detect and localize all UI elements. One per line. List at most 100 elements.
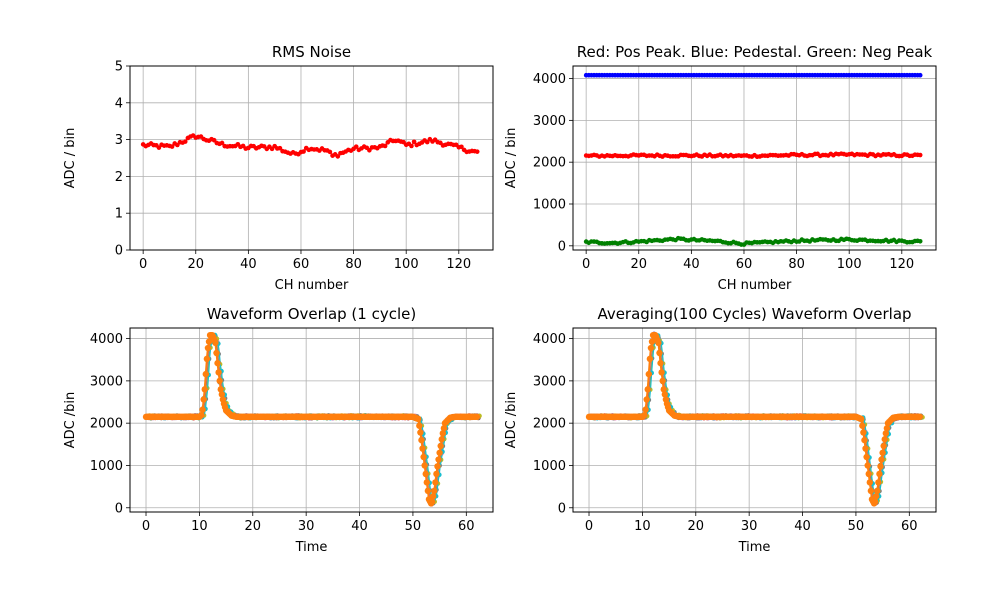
waveform-point bbox=[440, 425, 448, 432]
waveform-point bbox=[435, 456, 442, 463]
x-tick-label: 80 bbox=[345, 257, 362, 272]
x-tick-label: 0 bbox=[142, 519, 150, 534]
waveform-point bbox=[212, 339, 219, 347]
waveform-point bbox=[866, 479, 874, 486]
waveform-point bbox=[216, 377, 223, 385]
x-tick-label: 50 bbox=[405, 519, 422, 534]
waveform-point bbox=[431, 487, 438, 495]
chart-title: Waveform Overlap (1 cycle) bbox=[207, 305, 416, 323]
chart-title: Averaging(100 Cycles) Waveform Overlap bbox=[597, 305, 911, 323]
data-point bbox=[156, 145, 162, 150]
waveform-point bbox=[213, 349, 220, 357]
axes-frame bbox=[129, 327, 494, 513]
waveform-point bbox=[655, 339, 662, 347]
x-tick-label: 100 bbox=[837, 257, 862, 272]
x-tick-label: 60 bbox=[901, 519, 918, 534]
data-point bbox=[474, 149, 480, 154]
waveform-point bbox=[644, 386, 651, 393]
waveform-point bbox=[648, 338, 656, 345]
x-tick-label: 40 bbox=[794, 519, 811, 534]
data-point bbox=[382, 143, 388, 149]
waveform-point bbox=[883, 425, 891, 432]
y-tick-label: 4000 bbox=[90, 332, 123, 347]
chart-title: Red: Pos Peak. Blue: Pedestal. Green: Ne… bbox=[577, 43, 933, 61]
waveform-point bbox=[428, 498, 436, 505]
waveform-point bbox=[871, 498, 879, 505]
waveform-point bbox=[430, 493, 437, 500]
waveform-point bbox=[864, 462, 871, 469]
waveform-point bbox=[204, 344, 212, 352]
data-point bbox=[277, 145, 283, 151]
x-axis-label: Time bbox=[738, 540, 771, 555]
waveform-point bbox=[424, 487, 432, 495]
x-tick-label: 40 bbox=[683, 257, 700, 272]
x-tick-label: 0 bbox=[139, 257, 147, 272]
x-tick-label: 20 bbox=[688, 519, 705, 534]
data-point bbox=[327, 149, 333, 155]
x-tick-label: 30 bbox=[298, 519, 315, 534]
waveform-point bbox=[217, 386, 224, 393]
y-axis-label: ADC / bin bbox=[63, 128, 78, 189]
y-tick-label: 4000 bbox=[533, 72, 566, 87]
x-tick-label: 120 bbox=[889, 257, 914, 272]
waveform-point bbox=[647, 344, 655, 352]
x-tick-label: 10 bbox=[191, 519, 208, 534]
x-tick-label: 10 bbox=[634, 519, 651, 534]
waveform-point bbox=[432, 479, 439, 486]
data-point bbox=[409, 143, 414, 149]
waveform-point bbox=[867, 487, 875, 495]
x-axis-label: CH number bbox=[718, 278, 792, 293]
waveform-point bbox=[473, 413, 481, 421]
y-tick-label: 3000 bbox=[533, 114, 566, 129]
plot-area bbox=[142, 331, 482, 507]
y-tick-label: 1 bbox=[115, 207, 123, 222]
waveform-point bbox=[642, 406, 649, 413]
data-point bbox=[301, 149, 306, 154]
x-tick-label: 60 bbox=[293, 257, 310, 272]
waveform-point bbox=[436, 449, 443, 456]
y-tick-label: 1000 bbox=[90, 459, 123, 474]
y-axis-label: ADC /bin bbox=[504, 392, 519, 449]
chart-panel-2: 0 10 20 30 40 50 60 0 1000 2000 3000 4000 Waveform O… bbox=[63, 305, 494, 555]
series-line bbox=[142, 134, 478, 158]
waveform-point bbox=[421, 462, 428, 469]
y-tick-label: 2 bbox=[115, 170, 123, 185]
y-tick-label: 2000 bbox=[90, 417, 123, 432]
data-point bbox=[353, 144, 359, 149]
x-tick-label: 100 bbox=[394, 257, 419, 272]
data-point bbox=[917, 72, 923, 78]
waveform-point bbox=[659, 377, 666, 385]
waveform-point bbox=[865, 470, 872, 478]
waveform-point bbox=[879, 449, 886, 456]
waveform-point bbox=[874, 487, 881, 495]
waveform-point bbox=[875, 479, 882, 486]
waveform-point bbox=[438, 436, 445, 443]
waveform-point bbox=[876, 470, 883, 478]
x-tick-label: 20 bbox=[245, 519, 262, 534]
y-tick-label: 1000 bbox=[533, 459, 566, 474]
y-axis-label: ADC / bin bbox=[504, 128, 519, 189]
x-tick-label: 30 bbox=[741, 519, 758, 534]
waveform-point bbox=[646, 355, 654, 363]
waveform-point bbox=[877, 463, 884, 470]
waveform-point bbox=[881, 436, 888, 443]
chart-panel-1: 0 20 40 60 80 100 120 0 1000 2000 3000 4000 Red: Pos… bbox=[504, 43, 937, 293]
data-point bbox=[335, 154, 341, 159]
data-point bbox=[169, 144, 175, 149]
x-axis-label: CH number bbox=[275, 278, 349, 293]
waveform-point bbox=[859, 422, 866, 429]
y-tick-label: 4 bbox=[115, 96, 123, 111]
waveform-point bbox=[878, 456, 885, 463]
waveform-point bbox=[858, 415, 865, 423]
data-point bbox=[917, 152, 923, 158]
waveform-point bbox=[873, 493, 880, 500]
waveform-point bbox=[214, 359, 221, 367]
chart-panel-0: 0 20 40 60 80 100 120 0 1 2 3 4 5 RMS Noise CH number A… bbox=[63, 43, 494, 293]
x-tick-label: 20 bbox=[630, 257, 647, 272]
x-tick-label: 40 bbox=[240, 257, 257, 272]
y-tick-label: 5 bbox=[115, 60, 123, 75]
x-tick-label: 60 bbox=[736, 257, 753, 272]
y-tick-label: 0 bbox=[558, 501, 566, 516]
waveform-point bbox=[416, 422, 423, 429]
waveform-point bbox=[417, 429, 424, 436]
